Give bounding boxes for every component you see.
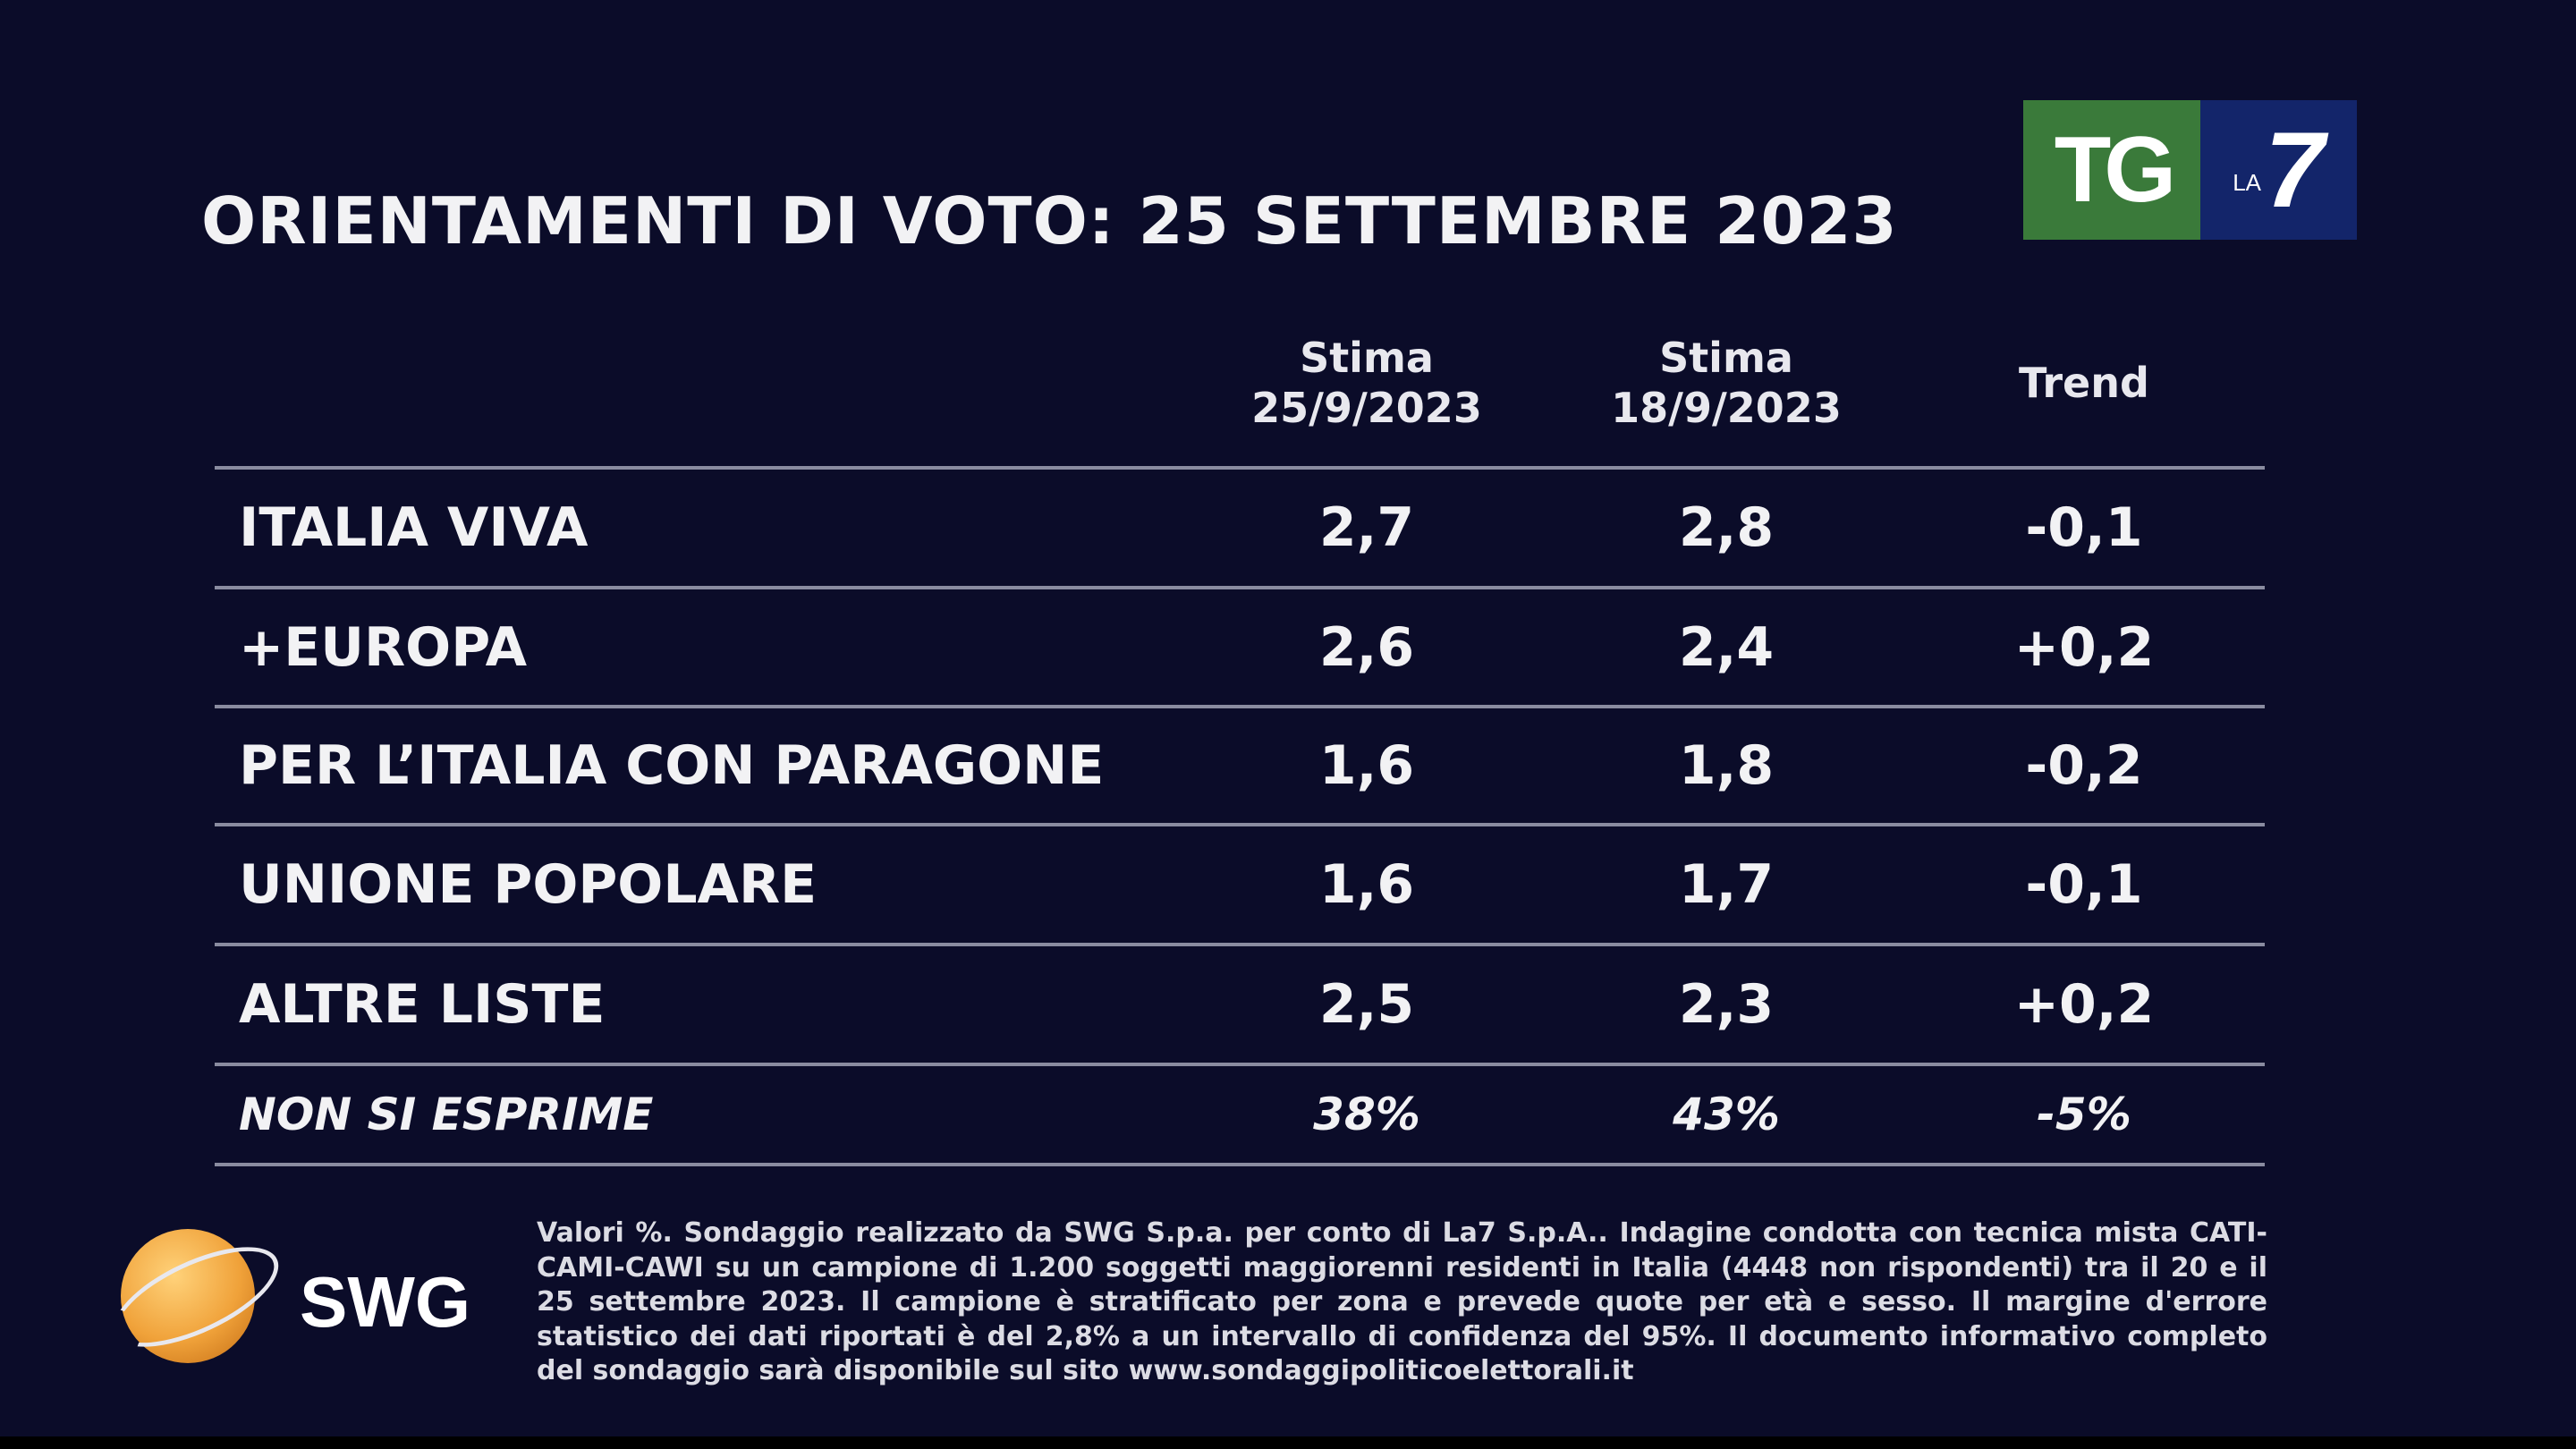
bottom-band [0, 1436, 2576, 1449]
value-previous: 2,4 [1678, 615, 1775, 679]
party-name: +EUROPA [239, 615, 528, 679]
swg-label: SWG [300, 1262, 471, 1342]
column-header-current: Stima 25/9/2023 [1206, 333, 1528, 433]
value-trend: +0,2 [2013, 615, 2155, 679]
header-line1: Trend [2019, 359, 2149, 407]
table-row: ALTRE LISTE 2,5 2,3 +0,2 [215, 946, 2265, 1063]
party-name: ALTRE LISTE [239, 973, 606, 1036]
value-current: 2,7 [1318, 496, 1415, 559]
value-current: 1,6 [1318, 853, 1415, 916]
globe-icon [121, 1229, 255, 1363]
table-row: PER L’ITALIA CON PARAGONE 1,6 1,8 -0,2 [215, 708, 2265, 823]
table-row: ITALIA VIVA 2,7 2,8 -0,1 [215, 470, 2265, 586]
value-previous: 2,3 [1678, 973, 1775, 1036]
party-name: UNIONE POPOLARE [239, 853, 818, 916]
row-divider [215, 586, 2265, 589]
value-trend: +0,2 [2013, 973, 2155, 1036]
value-trend: -0,1 [2025, 496, 2143, 559]
value-previous: 1,7 [1678, 853, 1775, 916]
value-current: 1,6 [1318, 734, 1415, 797]
footnote: Valori %. Sondaggio realizzato da SWG S.… [537, 1217, 2267, 1386]
tg-la7-logo: TG LA 7 [2023, 100, 2357, 240]
value-previous: 2,8 [1678, 496, 1775, 559]
party-name: NON SI ESPRIME [239, 1089, 654, 1140]
header-line2: 18/9/2023 [1611, 384, 1842, 432]
logo-tg: TG [2023, 100, 2200, 240]
party-name: ITALIA VIVA [239, 496, 589, 559]
row-divider [215, 1163, 2265, 1166]
value-previous: 1,8 [1678, 734, 1775, 797]
value-previous: 43% [1673, 1089, 1780, 1140]
party-name: PER L’ITALIA CON PARAGONE [239, 734, 1105, 797]
table-row: NON SI ESPRIME 38% 43% -5% [215, 1066, 2265, 1163]
row-divider [215, 1063, 2265, 1066]
value-current: 2,6 [1318, 615, 1415, 679]
table-row: +EUROPA 2,6 2,4 +0,2 [215, 589, 2265, 705]
header-line1: Stima [1300, 334, 1434, 382]
logo-la7: LA 7 [2200, 100, 2357, 240]
logo-la: LA [2233, 168, 2262, 196]
value-trend: -0,1 [2025, 853, 2143, 916]
row-divider [215, 466, 2265, 470]
value-trend: -5% [2037, 1089, 2131, 1140]
row-divider [215, 823, 2265, 826]
row-divider [215, 705, 2265, 708]
header-line2: 25/9/2023 [1251, 384, 1482, 432]
row-divider [215, 943, 2265, 946]
table-row: UNIONE POPOLARE 1,6 1,7 -0,1 [215, 826, 2265, 943]
header-line1: Stima [1659, 334, 1793, 382]
value-current: 38% [1313, 1089, 1420, 1140]
logo-seven: 7 [2265, 110, 2325, 230]
swg-logo: SWG [99, 1225, 496, 1368]
value-trend: -0,2 [2025, 734, 2143, 797]
value-current: 2,5 [1318, 973, 1415, 1036]
column-header-trend: Trend [1923, 358, 2245, 408]
column-header-previous: Stima 18/9/2023 [1565, 333, 1887, 433]
page-title: ORIENTAMENTI DI VOTO: 25 SETTEMBRE 2023 [201, 183, 1898, 258]
